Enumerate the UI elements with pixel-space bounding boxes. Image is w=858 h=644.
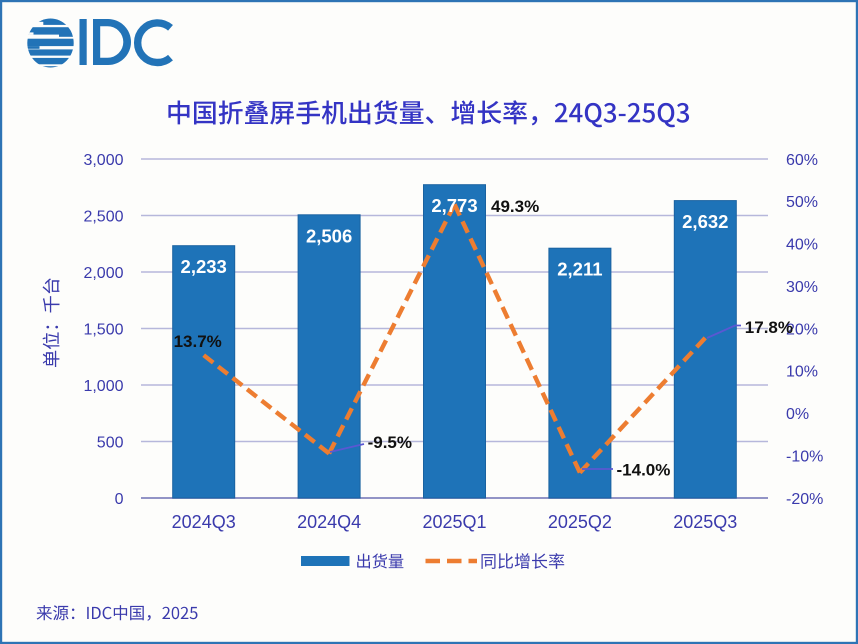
svg-text:2,233: 2,233 <box>181 256 227 277</box>
svg-text:-9.5%: -9.5% <box>368 433 412 452</box>
svg-text:2025Q2: 2025Q2 <box>548 512 612 532</box>
svg-text:30%: 30% <box>786 279 818 296</box>
svg-text:60%: 60% <box>786 152 818 169</box>
svg-text:20%: 20% <box>786 321 818 338</box>
svg-text:2025Q1: 2025Q1 <box>422 512 486 532</box>
svg-text:50%: 50% <box>786 194 818 211</box>
svg-text:2,211: 2,211 <box>557 259 602 280</box>
svg-text:13.7%: 13.7% <box>174 332 222 351</box>
svg-text:10%: 10% <box>786 364 818 381</box>
svg-text:0%: 0% <box>786 406 809 423</box>
svg-text:2024Q3: 2024Q3 <box>172 512 236 532</box>
svg-text:40%: 40% <box>786 237 818 254</box>
svg-text:49.3%: 49.3% <box>491 197 539 216</box>
svg-text:3,000: 3,000 <box>83 152 123 169</box>
svg-text:2,632: 2,632 <box>682 211 728 232</box>
svg-text:500: 500 <box>97 434 124 451</box>
svg-text:2025Q3: 2025Q3 <box>673 512 737 532</box>
svg-text:1,500: 1,500 <box>83 321 123 338</box>
svg-text:2,506: 2,506 <box>306 225 352 246</box>
svg-text:1,000: 1,000 <box>83 378 123 395</box>
svg-text:-10%: -10% <box>786 448 823 465</box>
svg-text:17.8%: 17.8% <box>745 318 793 337</box>
svg-text:-14.0%: -14.0% <box>617 461 671 480</box>
svg-text:2024Q4: 2024Q4 <box>297 512 361 532</box>
svg-text:2,000: 2,000 <box>83 265 123 282</box>
svg-text:2,773: 2,773 <box>431 195 477 216</box>
svg-text:-20%: -20% <box>786 491 823 508</box>
svg-text:2,500: 2,500 <box>83 208 123 225</box>
svg-text:0: 0 <box>115 491 124 508</box>
